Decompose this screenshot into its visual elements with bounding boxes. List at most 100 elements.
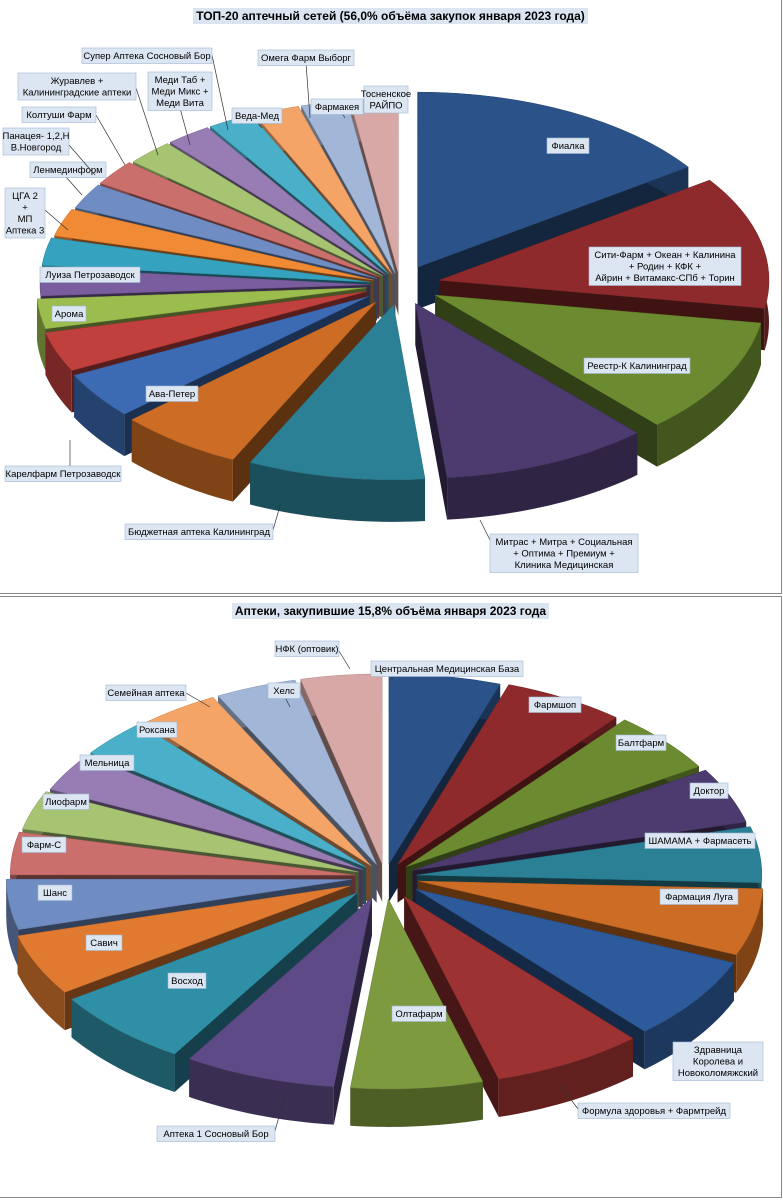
slice-label-8: Олтафарм <box>391 1005 447 1022</box>
svg-text:Олтафарм: Олтафарм <box>395 1009 442 1020</box>
slice-label-1: Сити-Фарм + Океан + Калинина+ Родин + КФ… <box>588 246 742 286</box>
svg-text:Бюджетная аптека Калининград: Бюджетная аптека Калининград <box>128 527 270 538</box>
slice-label-15: Супер Аптека Сосновый Бор <box>81 47 229 131</box>
svg-text:Аптека 3: Аптека 3 <box>6 226 45 237</box>
svg-text:Меди Вита: Меди Вита <box>156 98 204 109</box>
svg-text:Тосненское: Тосненское <box>361 89 411 100</box>
svg-text:Королева и: Королева и <box>693 1057 743 1068</box>
top-chart-title-text: ТОП-20 аптечный сетей (56,0% объёма заку… <box>193 8 588 24</box>
svg-text:ЦГА 2: ЦГА 2 <box>12 191 38 202</box>
svg-text:Фарм-С: Фарм-С <box>27 840 61 851</box>
svg-text:Супер Аптека Сосновый Бор: Супер Аптека Сосновый Бор <box>83 51 210 62</box>
svg-text:РАЙПО: РАЙПО <box>369 100 402 112</box>
top-chart-panel: ТОП-20 аптечный сетей (56,0% объёма заку… <box>0 0 782 594</box>
svg-text:Реестр-К Калининград: Реестр-К Калининград <box>587 361 687 372</box>
bottom-pie-chart: Центральная Медицинская База Фармшоп Балтф… <box>6 640 764 1142</box>
svg-text:Мельница: Мельница <box>85 758 130 769</box>
slice-label-9: Аптека 1 Сосновый Бор <box>156 1094 286 1142</box>
svg-text:Меди Микс +: Меди Микс + <box>151 87 208 98</box>
slice-label-4: Бюджетная аптека Калининград <box>124 505 281 540</box>
slice-label-3: Митрас + Митра + Социальная+ Оптима + Пр… <box>479 519 639 573</box>
svg-text:Карелфарм Петрозаводск: Карелфарм Петрозаводск <box>6 469 122 480</box>
slice-label-5: Ава-Петер <box>145 385 199 402</box>
slice-label-2: Реестр-К Калининград <box>583 357 691 374</box>
svg-text:Лиофарм: Лиофарм <box>45 797 87 808</box>
svg-text:Калининградские аптеки: Калининградские аптеки <box>23 88 132 99</box>
svg-text:Фиалка: Фиалка <box>551 141 585 152</box>
slice-label-18: Хелс <box>267 682 301 708</box>
pie-slice-6 <box>415 888 735 1070</box>
slice-label-7: Формула здоровья + Фармтрейд <box>559 1084 731 1119</box>
pie-slice-9 <box>188 897 373 1125</box>
svg-text:Доктор: Доктор <box>694 786 725 797</box>
slice-label-17: Омега Фарм Выборг <box>257 49 355 119</box>
slice-label-10: Восход <box>167 972 207 989</box>
svg-text:Веда-Мед: Веда-Мед <box>235 111 279 122</box>
slice-label-18: Фармакея <box>310 98 364 119</box>
svg-text:Меди Таб +: Меди Таб + <box>155 75 206 86</box>
svg-text:Ленмединформ: Ленмединформ <box>33 165 102 176</box>
slice-label-7: Арома <box>51 305 87 322</box>
svg-text:Фармация Луга: Фармация Луга <box>665 892 733 903</box>
svg-text:НФК (оптовик): НФК (оптовик) <box>275 644 338 655</box>
slice-label-14: Лиофарм <box>42 793 90 810</box>
svg-text:Митрас + Митра + Социальная: Митрас + Митра + Социальная <box>495 537 632 548</box>
svg-text:Луиза Петрозаводск: Луиза Петрозаводск <box>45 270 135 281</box>
slice-label-1: Фармшоп <box>528 696 582 713</box>
svg-text:Сити-Фарм + Океан + Калинина: Сити-Фарм + Океан + Калинина <box>594 250 736 261</box>
svg-text:Омега Фарм Выборг: Омега Фарм Выборг <box>261 53 352 64</box>
slice-label-3: Доктор <box>689 782 729 799</box>
svg-text:Хелс: Хелс <box>273 686 295 697</box>
pie-slice-3 <box>415 302 638 520</box>
svg-text:Фармшоп: Фармшоп <box>534 700 576 711</box>
svg-text:Айрин + Витамакс-СПб + Торин: Айрин + Витамакс-СПб + Торин <box>595 273 735 284</box>
slice-label-6: Карелфарм Петрозаводск <box>4 440 122 482</box>
svg-text:Формула здоровья + Фармтрейд: Формула здоровья + Фармтрейд <box>582 1106 726 1117</box>
slice-label-0: Центральная Медицинская База <box>370 660 524 681</box>
slice-label-8: Луиза Петрозаводск <box>39 266 141 283</box>
bottom-chart-title-text: Аптеки, закупившие 15,8% объёма января 2… <box>231 603 550 619</box>
top-pie-chart: Фиалка Сити-Фарм + Океан + Калинина+ Роди… <box>3 47 770 573</box>
svg-text:+: + <box>22 203 28 214</box>
svg-text:В.Новгород: В.Новгород <box>11 143 62 154</box>
svg-text:Роксана: Роксана <box>139 725 176 736</box>
slice-label-2: Балтфарм <box>615 734 667 751</box>
svg-text:Панацея- 1,2,Н: Панацея- 1,2,Н <box>3 131 70 142</box>
svg-text:Новоколомяжский: Новоколомяжский <box>678 1068 758 1079</box>
svg-text:Балтфарм: Балтфарм <box>618 738 664 749</box>
slice-label-19: НФК (оптовик) <box>274 640 351 670</box>
slice-label-16: Роксана <box>136 721 178 738</box>
pie-slice-7 <box>403 895 634 1118</box>
slice-label-12: Колтуши Фарм <box>21 106 126 166</box>
svg-text:Фармакея: Фармакея <box>315 102 359 113</box>
svg-text:+ Оптима + Премиум +: + Оптима + Премиум + <box>513 549 615 560</box>
svg-text:Ава-Петер: Ава-Петер <box>149 389 195 400</box>
top-chart-title: ТОП-20 аптечный сетей (56,0% объёма заку… <box>0 8 781 24</box>
svg-text:Семейная аптека: Семейная аптека <box>107 688 185 699</box>
slice-label-11: Савич <box>85 934 123 951</box>
slice-label-16: Веда-Мед <box>231 107 283 129</box>
slice-label-4: ШАМАМА + Фармасеть <box>644 832 756 849</box>
slice-label-5: Фармация Луга <box>659 888 739 905</box>
svg-text:МП: МП <box>18 214 33 225</box>
pie-slice-4 <box>249 304 426 522</box>
slice-label-15: Мельница <box>79 754 135 771</box>
slice-label-14: Меди Таб +Меди Микс +Меди Вита <box>147 71 213 146</box>
svg-text:+ Родин + КФК +: + Родин + КФК + <box>629 262 702 273</box>
svg-text:Аптека 1 Сосновый Бор: Аптека 1 Сосновый Бор <box>163 1129 268 1140</box>
svg-text:Колтуши Фарм: Колтуши Фарм <box>26 110 91 121</box>
svg-text:Журавлев +: Журавлев + <box>51 76 104 87</box>
svg-text:Здравница: Здравница <box>694 1045 743 1056</box>
slice-label-13: Фарм-С <box>21 836 67 853</box>
svg-text:Центральная Медицинская База: Центральная Медицинская База <box>375 664 520 675</box>
bottom-chart-title: Аптеки, закупившие 15,8% объёма января 2… <box>0 603 781 619</box>
svg-text:Шанс: Шанс <box>43 888 67 899</box>
slice-label-17: Семейная аптека <box>105 684 211 708</box>
svg-text:ШАМАМА + Фармасеть: ШАМАМА + Фармасеть <box>649 836 752 847</box>
svg-text:Арома: Арома <box>55 309 84 320</box>
slice-label-13: Журавлев +Калининградские аптеки <box>17 72 159 156</box>
svg-text:Клиника Медицинская: Клиника Медицинская <box>515 560 614 571</box>
bottom-chart-panel: Аптеки, закупившие 15,8% объёма января 2… <box>0 596 782 1198</box>
